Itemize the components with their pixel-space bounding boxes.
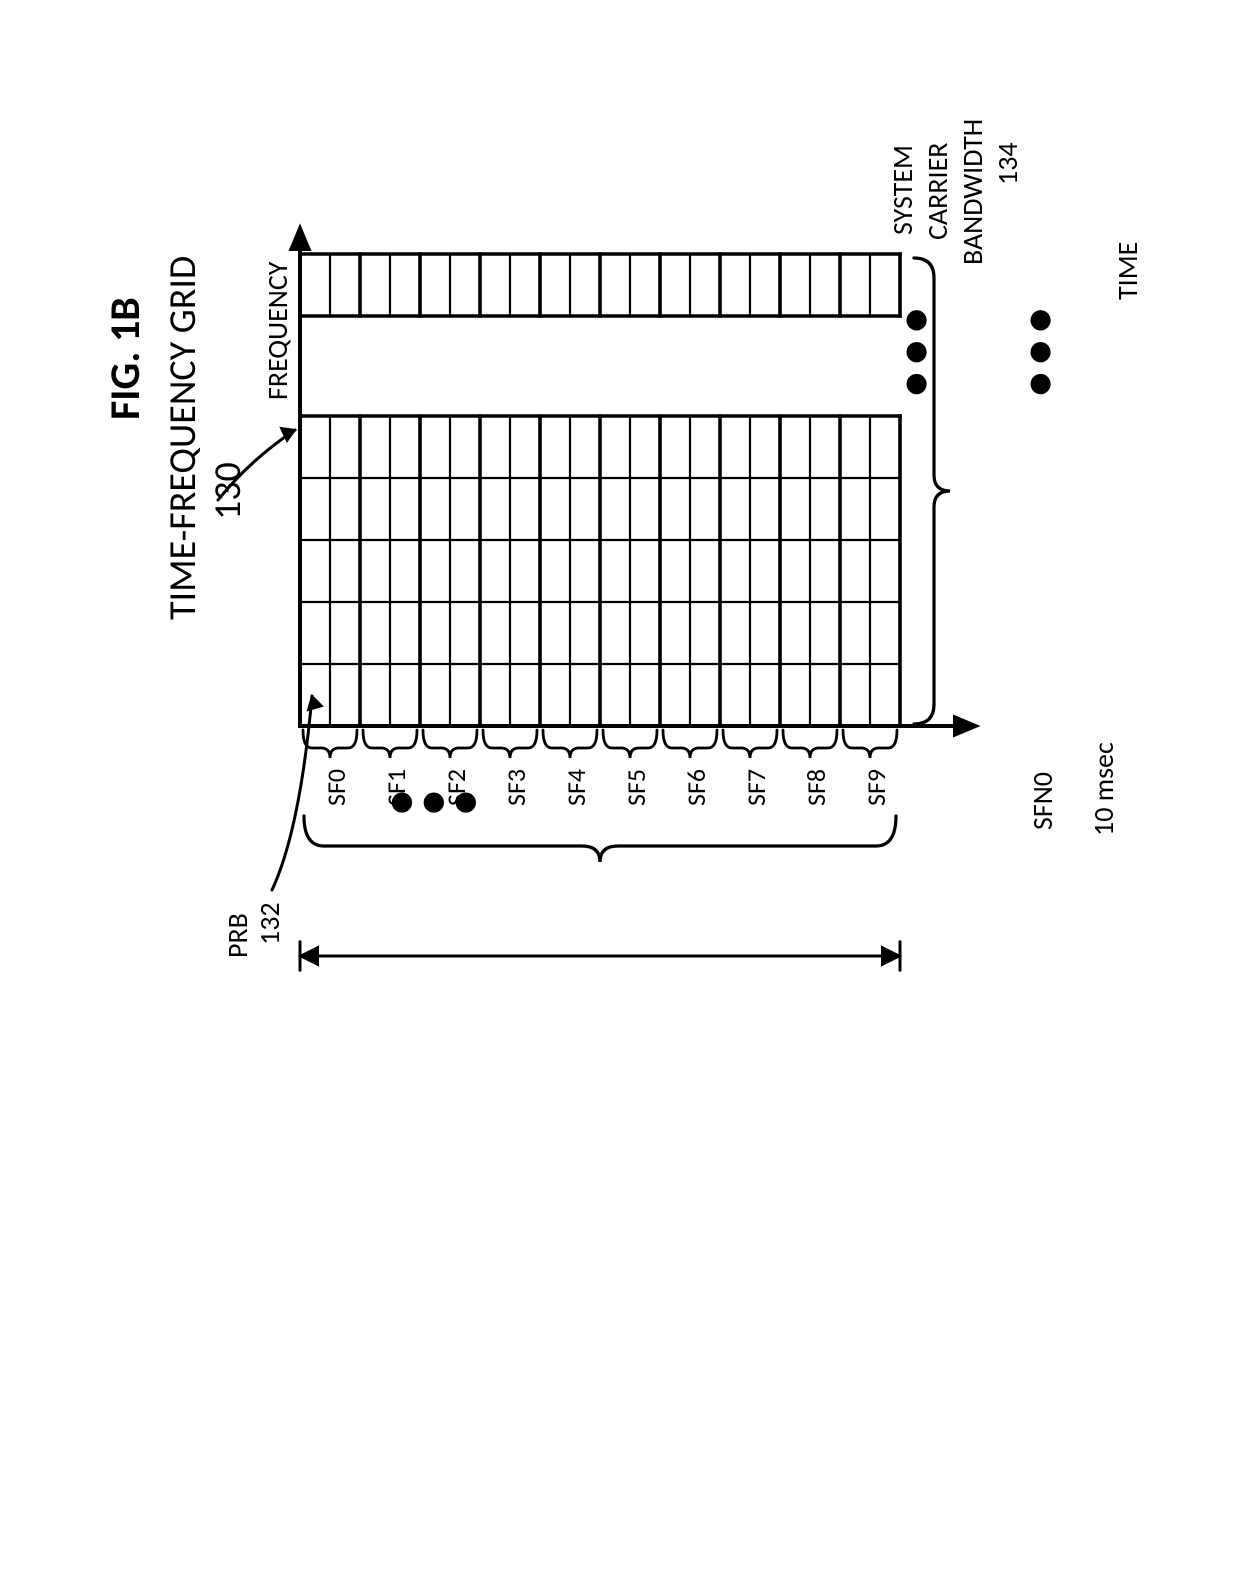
grid-title: TIME-FREQUENCY GRID xyxy=(160,256,206,620)
subframe-label: SF5 xyxy=(620,769,652,806)
subframe-label: SF1 xyxy=(380,769,412,806)
prb-ref: 132 xyxy=(252,902,287,945)
sfn-continuation-dots: ••• xyxy=(1008,300,1067,396)
subframe-label: SF7 xyxy=(740,769,772,806)
frequency-axis-label: FREQUENCY xyxy=(260,262,295,400)
subframe-label: SF3 xyxy=(500,769,532,806)
subframe-label: SF2 xyxy=(440,769,472,806)
grid-continuation-dots: ••• xyxy=(884,300,943,396)
subframe-label: SF4 xyxy=(560,769,592,806)
grid-title-ref: 130 xyxy=(205,462,251,520)
bandwidth-label-2: CARRIER xyxy=(920,143,955,240)
frame-duration: 10 msec xyxy=(1086,742,1121,836)
prb-label: PRB xyxy=(220,913,255,958)
subframe-label: SF9 xyxy=(860,769,892,806)
subframe-label: SF6 xyxy=(680,769,712,806)
figure-label: FIG. 1B xyxy=(100,297,151,420)
bandwidth-ref: 134 xyxy=(990,142,1025,185)
subframe-label: SF0 xyxy=(320,769,352,806)
sfn-label: SFN0 xyxy=(1025,772,1060,830)
time-axis-label: TIME xyxy=(1110,242,1145,300)
subframe-label: SF8 xyxy=(800,769,832,806)
bandwidth-label-3: BANDWIDTH xyxy=(955,119,990,265)
bandwidth-label-1: SYSTEM xyxy=(885,145,920,235)
